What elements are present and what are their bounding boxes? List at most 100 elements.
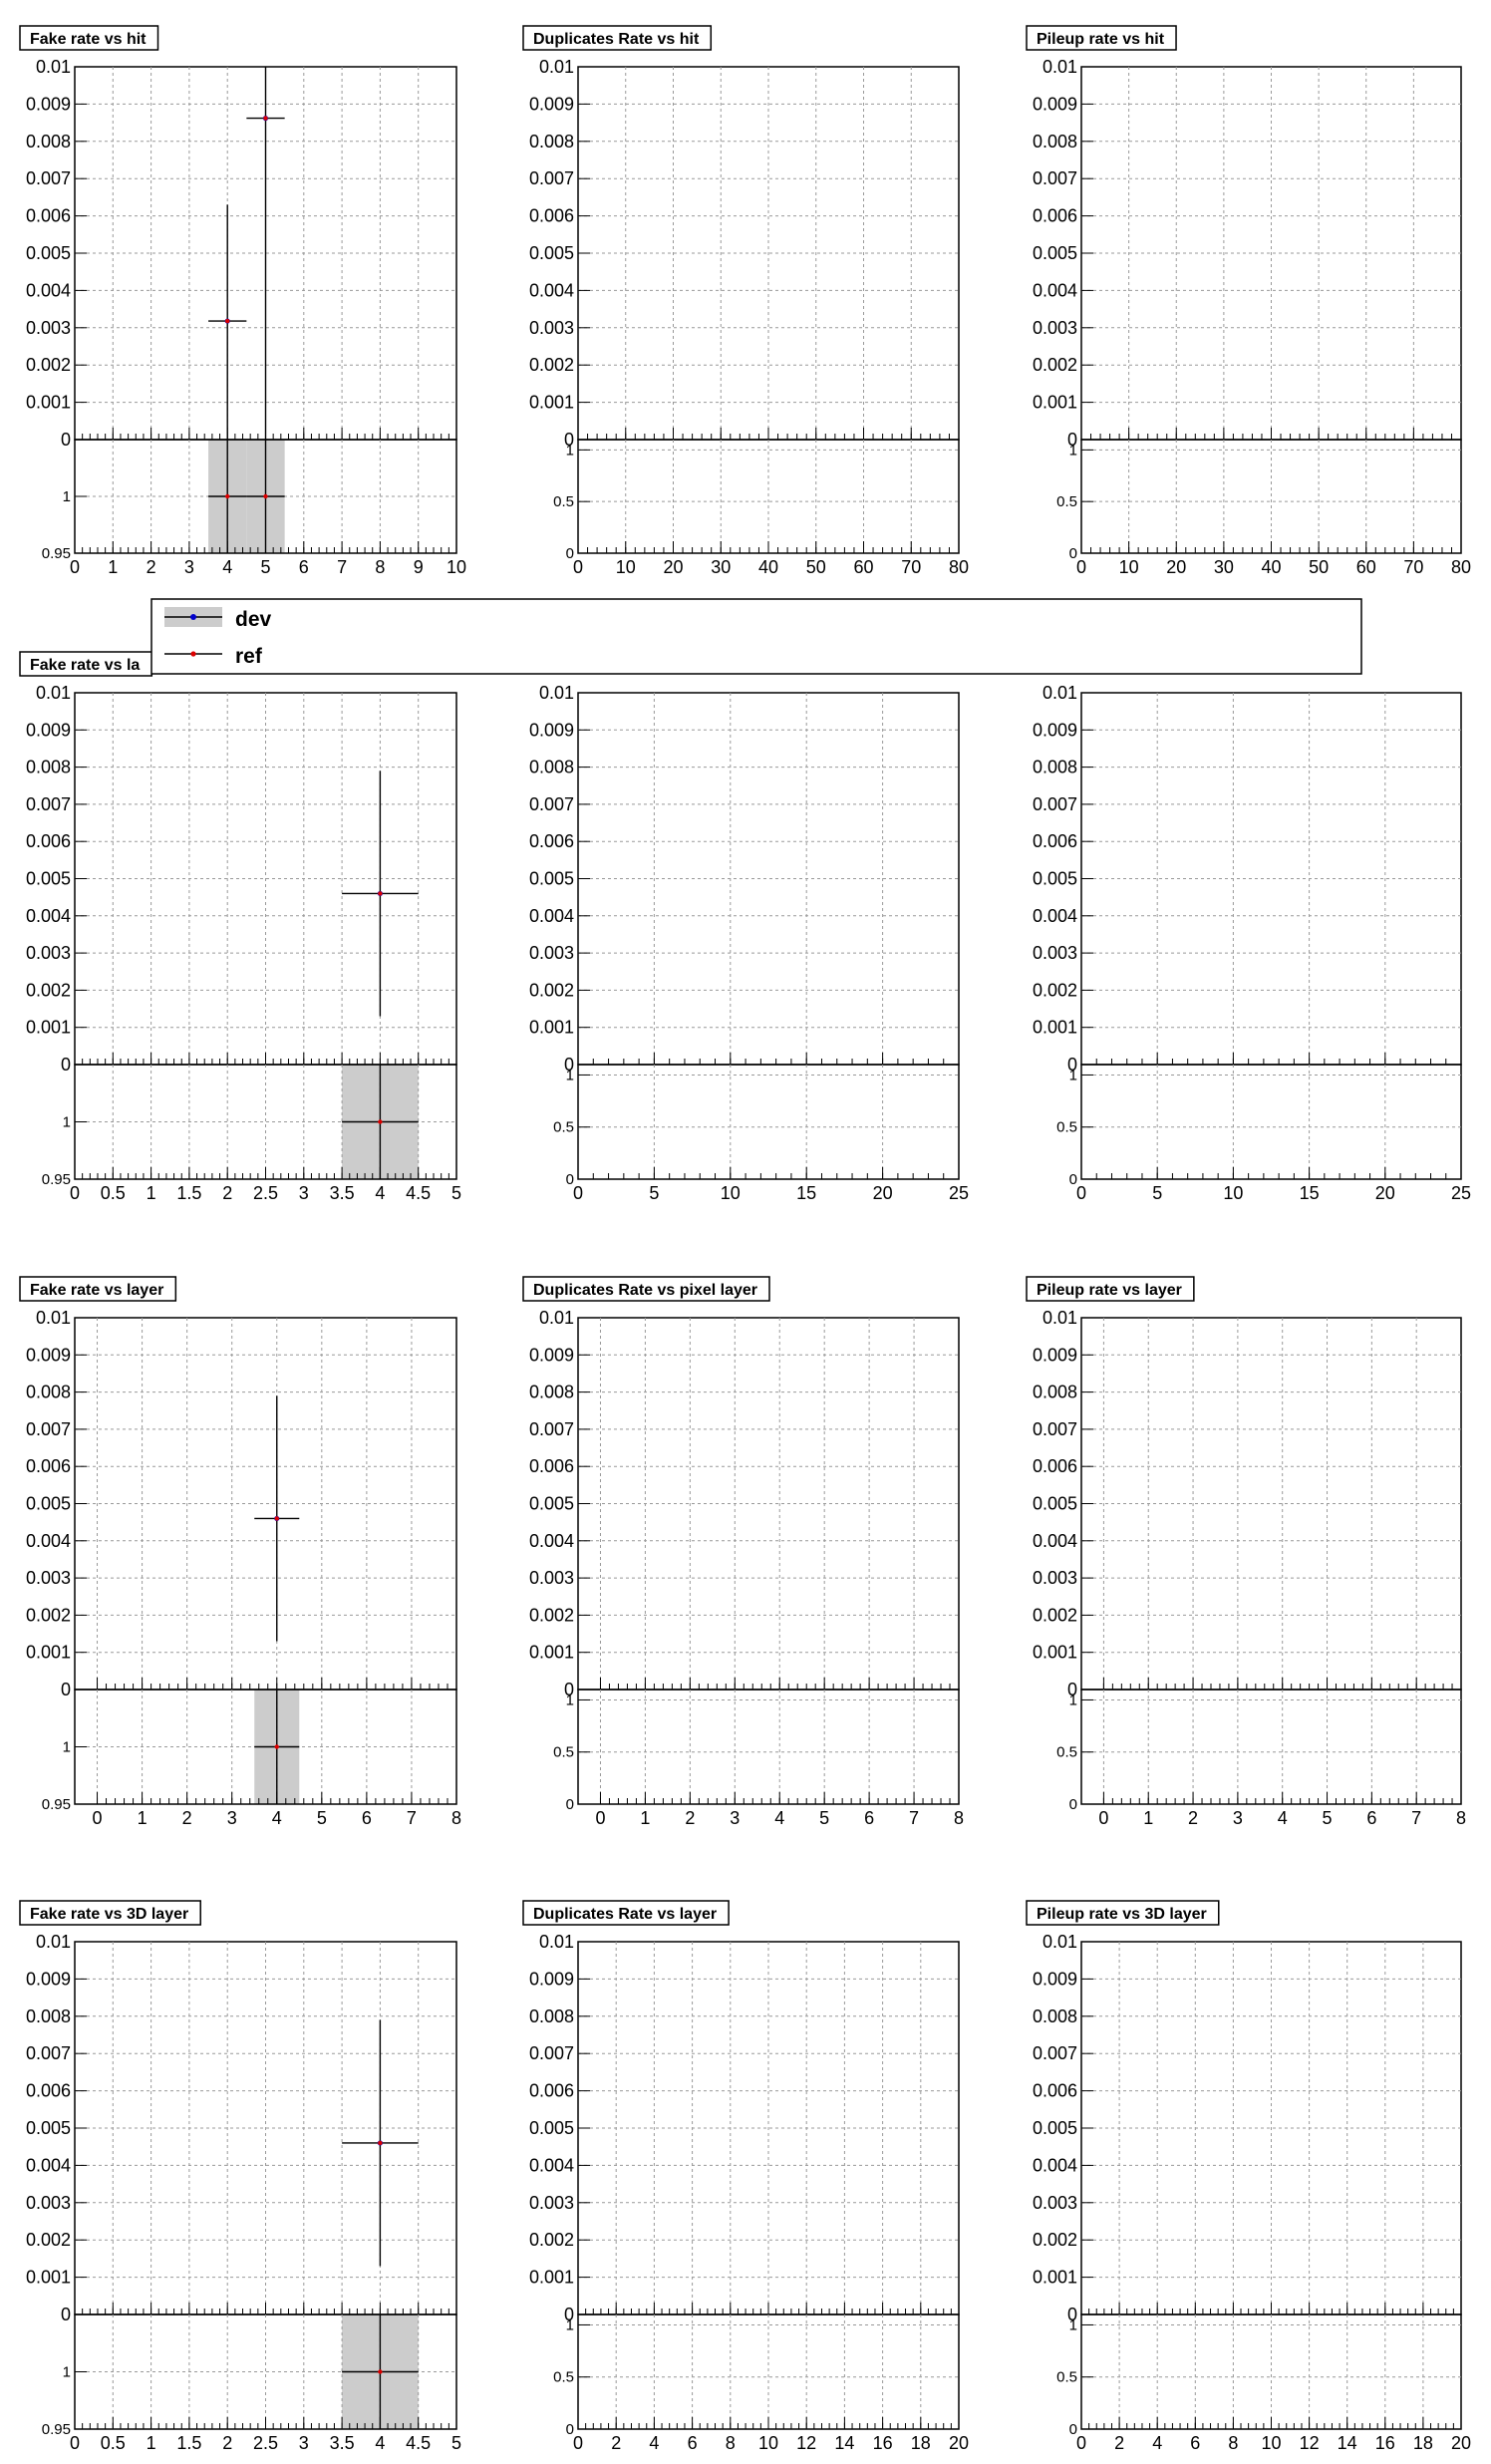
y-tick-label: 0.006 [529,1456,574,1476]
y-tick-label: 0.01 [36,1308,71,1328]
ratio-y-tick-label: 0.5 [553,2369,574,2386]
y-tick-label: 0.004 [529,280,574,300]
y-tick-label: 0.008 [26,2006,71,2026]
y-tick-label: 0.003 [26,318,71,338]
y-tick-label: 0.004 [26,2155,71,2175]
chart-title: Fake rate vs hit [30,31,147,48]
y-tick-label: 0.009 [26,1345,71,1365]
y-tick-label: 0.008 [26,132,71,152]
x-tick-label: 1 [147,2433,156,2453]
chart-title-box [1026,1900,1220,1926]
chart-panel-5: 0 5 10 15 20 250.0010.0020.0030.0040.0050.006… [1033,683,1471,1203]
y-tick-label: 0.004 [529,2155,574,2175]
y-tick-label: 0.003 [529,943,574,963]
x-tick-label: 5 [451,2433,461,2453]
y-tick-label: 0.001 [529,1018,574,1038]
x-tick-label: 2 [222,2433,232,2453]
y-tick-label: 0.001 [1033,1018,1077,1038]
y-zero-label: 0 [564,1055,574,1075]
x-tick-label: 2 [611,2433,621,2453]
x-tick-label: 20 [1375,1183,1395,1203]
x-tick-label: 6 [864,1808,874,1828]
y-tick-label: 0.001 [529,2268,574,2288]
y-tick-label: 0.004 [26,906,71,926]
y-tick-label: 0.002 [1033,1605,1077,1625]
chart-title: Fake rate vs 3D layer [30,1906,188,1923]
x-tick-label: 4 [1278,1808,1288,1828]
y-tick-label: 0.009 [529,1345,574,1365]
chart-title: Duplicates Rate vs pixel layer [533,1282,757,1299]
y-zero-label: 0 [61,1680,71,1699]
x-tick-label: 3 [299,2433,309,2453]
ratio-y-tick-label: 1 [1069,442,1077,459]
x-tick-label: 1 [147,1183,156,1203]
x-tick-label: 6 [688,2433,698,2453]
y-tick-label: 0.004 [26,280,71,300]
y-tick-label: 0.005 [26,869,71,889]
x-tick-label: 5 [819,1808,829,1828]
y-tick-label: 0.004 [529,1531,574,1551]
y-tick-label: 0.006 [26,206,71,226]
y-tick-label: 0.002 [26,980,71,1000]
x-tick-label: 70 [1403,557,1423,577]
ratio-y-tick-label: 1 [566,2316,574,2333]
y-tick-label: 0.003 [26,1568,71,1588]
y-tick-label: 0.01 [36,1932,71,1952]
y-zero-label: 0 [1067,2305,1077,2324]
x-tick-label: 0 [1076,557,1086,577]
y-tick-label: 0.001 [1033,2268,1077,2288]
y-zero-label: 0 [61,430,71,450]
y-tick-label: 0.009 [26,94,71,114]
y-tick-label: 0.002 [26,1605,71,1625]
x-tick-label: 20 [873,1183,893,1203]
y-zero-label: 0 [564,430,574,450]
x-tick-label: 0.5 [101,2433,126,2453]
x-tick-label: 80 [949,557,969,577]
y-tick-label: 0.008 [1033,1383,1077,1402]
y-tick-label: 0.007 [26,2043,71,2063]
y-tick-label: 0.01 [1043,57,1077,77]
x-tick-label: 3 [227,1808,237,1828]
chart-title: Pileup rate vs 3D layer [1037,1906,1207,1923]
y-tick-label: 0.005 [1033,869,1077,889]
x-tick-label: 20 [949,2433,969,2453]
ratio-y-tick-label: 0.5 [553,1119,574,1136]
ratio-y-tick-label: 0 [566,2421,574,2438]
x-tick-label: 8 [1228,2433,1238,2453]
y-tick-label: 0.008 [529,2006,574,2026]
x-tick-label: 7 [337,557,347,577]
y-tick-label: 0.001 [26,2268,71,2288]
x-tick-label: 8 [451,1808,461,1828]
x-tick-label: 0 [70,557,80,577]
ratio-y-tick-label: 0 [1069,1171,1077,1188]
chart-title-box [19,651,153,677]
x-tick-label: 16 [1375,2433,1395,2453]
y-tick-label: 0.01 [1043,1932,1077,1952]
x-tick-label: 8 [375,557,385,577]
x-tick-label: 0 [573,1183,583,1203]
chart-title: Fake rate vs la [30,657,140,674]
x-tick-label: 4 [774,1808,784,1828]
y-zero-label: 0 [61,1055,71,1075]
ratio-frame [577,1689,960,1805]
y-tick-label: 0.006 [1033,1456,1077,1476]
x-tick-label: 40 [758,557,778,577]
chart-panel-6: 0 1 2 3 4 5 6 7 8 0.001 0.002 0.003 0.004 0.005 0.006 0… [19,1276,461,1828]
x-tick-label: 5 [260,557,270,577]
x-tick-label: 2 [685,1808,695,1828]
x-tick-label: 12 [1300,2433,1320,2453]
x-tick-label: 1 [640,1808,650,1828]
x-tick-label: 0 [1076,1183,1086,1203]
ratio-point [263,493,268,499]
y-tick-label: 0.003 [1033,318,1077,338]
x-tick-label: 70 [901,557,921,577]
y-tick-label: 0.001 [26,393,71,413]
ref-point [378,891,383,896]
x-tick-label: 1.5 [176,2433,201,2453]
x-tick-label: 40 [1261,557,1281,577]
x-tick-label: 4 [375,1183,385,1203]
y-tick-label: 0.008 [26,758,71,777]
y-tick-label: 0.002 [529,980,574,1000]
ratio-y-tick-label: 0.95 [42,1171,71,1188]
